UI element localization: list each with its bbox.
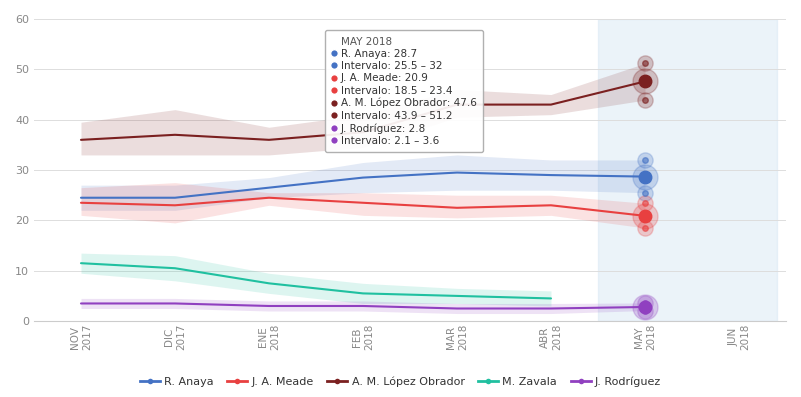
Legend: MAY 2018, R. Anaya: 28.7, Intervalo: 25.5 – 32, J. A. Meade: 20.9, Intervalo: 18: MAY 2018, R. Anaya: 28.7, Intervalo: 25.…	[325, 30, 483, 152]
Legend: R. Anaya, J. A. Meade, A. M. López Obrador, M. Zavala, J. Rodríguez: R. Anaya, J. A. Meade, A. M. López Obrad…	[135, 372, 666, 391]
Bar	[598, 19, 777, 321]
